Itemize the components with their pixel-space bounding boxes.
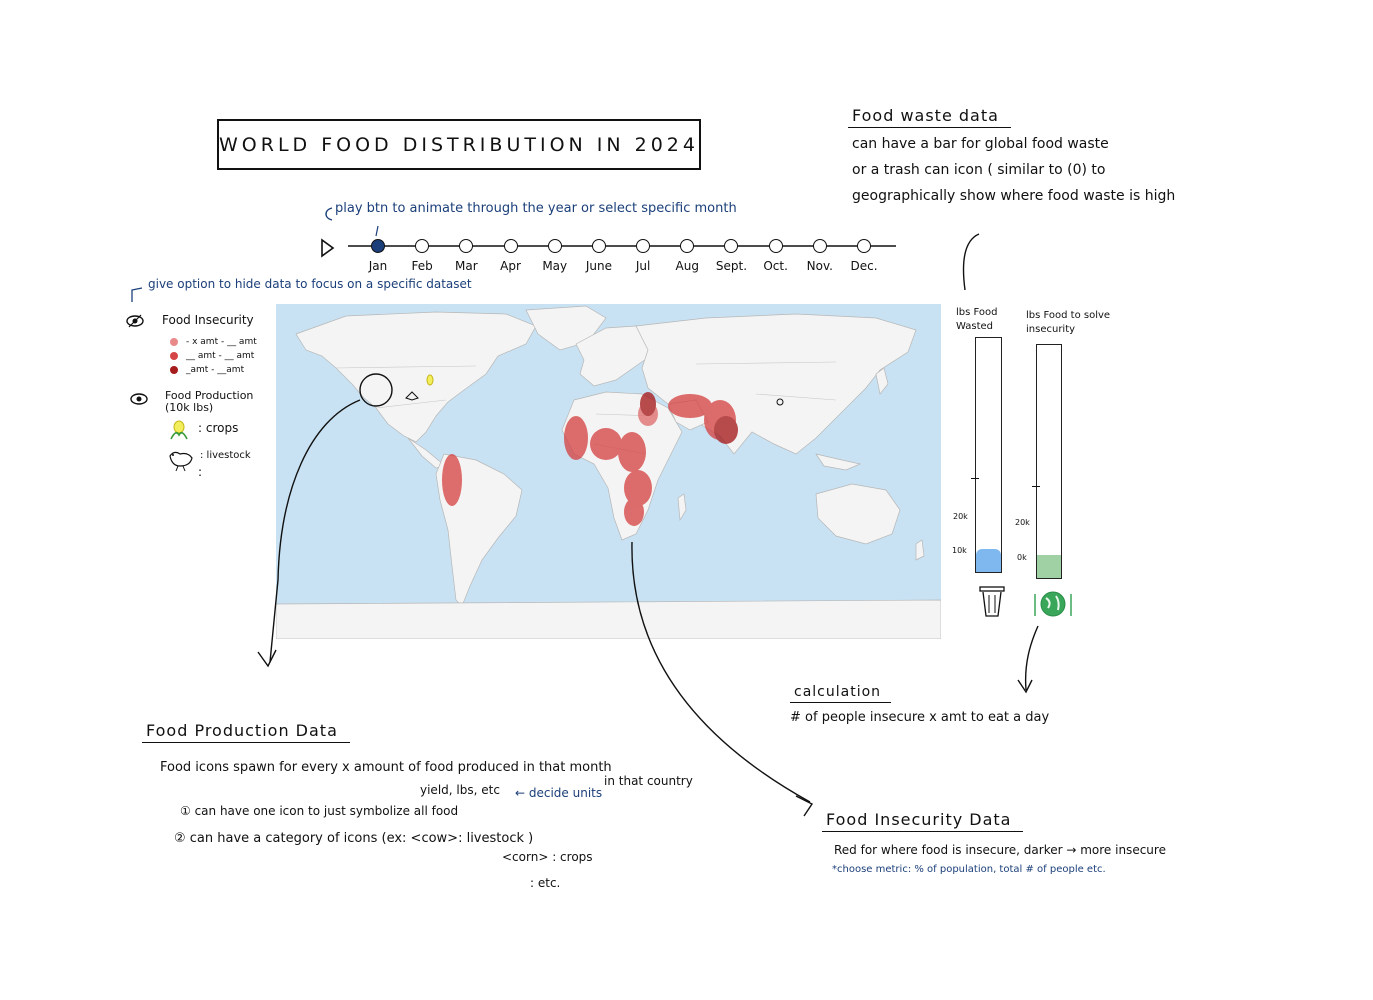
- waste-arrow: [962, 233, 980, 291]
- bar1-label: lbs Food Wasted: [956, 307, 998, 332]
- bar2-label: lbs Food to solve insecurity: [1026, 310, 1111, 335]
- timeline-month-marker[interactable]: [724, 239, 739, 253]
- legend-production-title: Food Production (10k lbs): [165, 389, 254, 414]
- insecurity-heading: Food Insecurity Data: [822, 810, 1024, 832]
- bar1-tick-label: 20k: [953, 512, 968, 521]
- calculation-heading: calculation: [790, 684, 892, 703]
- legend-range-label: _amt - __amt: [186, 365, 245, 375]
- legend-swatch: [170, 338, 178, 346]
- timeline-month-marker[interactable]: [768, 239, 783, 253]
- trash-can-icon: [978, 584, 1006, 622]
- timeline-month-label[interactable]: June: [585, 259, 612, 273]
- production-line-1: Food icons spawn for every x amount of f…: [160, 760, 612, 775]
- production-option-2b: <corn> : crops: [502, 850, 593, 864]
- production-etc: : etc.: [530, 876, 561, 890]
- legend-more: :: [198, 465, 203, 479]
- eye-icon[interactable]: [126, 313, 144, 332]
- timeline-track[interactable]: [320, 234, 910, 258]
- bar2-tick: [1032, 486, 1040, 487]
- page-title: WORLD FOOD DISTRIBUTION IN 2024: [217, 119, 701, 170]
- legend-livestock-label: : livestock: [200, 450, 251, 461]
- timeline-note-arrow: [325, 207, 379, 237]
- legend-insecurity-scale: - x amt - __ amt __ amt - __ amt _amt - …: [170, 335, 257, 377]
- timeline-month-marker[interactable]: [636, 239, 651, 253]
- production-units: yield, lbs, etc: [420, 783, 500, 797]
- legend-insecurity-title: Food Insecurity: [162, 313, 254, 327]
- production-arrow: [257, 399, 361, 668]
- timeline-month-label[interactable]: Jan: [368, 259, 388, 273]
- bar2-tick-label: 20k: [1015, 518, 1030, 527]
- chicken-icon: [166, 446, 196, 476]
- timeline-month-label[interactable]: Nov.: [806, 259, 833, 273]
- food-wasted-bar-fill: [976, 548, 1001, 572]
- timeline-note: play btn to animate through the year or …: [335, 201, 737, 216]
- timeline-month-marker[interactable]: [591, 239, 606, 253]
- insecurity-line-1: Red for where food is insecure, darker →…: [834, 843, 1166, 857]
- insecurity-arrow: [631, 541, 814, 817]
- calculation-formula: # of people insecure x amt to eat a day: [790, 710, 1050, 725]
- production-option-1: ① can have one icon to just symbolize al…: [180, 804, 459, 818]
- play-icon[interactable]: [321, 238, 335, 258]
- production-line-1b: in that country: [604, 774, 693, 788]
- legend-range-label: - x amt - __ amt: [186, 337, 257, 347]
- globe-plate-icon: [1032, 588, 1074, 624]
- corn-icon: [168, 419, 190, 445]
- timeline-month-label[interactable]: Apr: [500, 259, 521, 273]
- bar2-tick-label: 0k: [1017, 553, 1027, 562]
- timeline-month-label[interactable]: Aug: [675, 259, 699, 273]
- insecurity-line-2: *choose metric: % of population, total #…: [832, 864, 1106, 875]
- timeline-month-marker[interactable]: [680, 239, 695, 253]
- bar1-tick: [971, 478, 979, 479]
- legend-hide-note: give option to hide data to focus on a s…: [148, 277, 472, 291]
- waste-line-3: geographically show where food waste is …: [852, 188, 1176, 204]
- legend-crops-label: : crops: [198, 421, 239, 435]
- legend-range-label: __ amt - __ amt: [186, 351, 255, 361]
- timeline-month-label[interactable]: Sept.: [715, 259, 748, 273]
- production-heading: Food Production Data: [142, 721, 350, 743]
- eye-icon[interactable]: [130, 391, 148, 410]
- waste-line-1: can have a bar for global food waste: [852, 136, 1109, 152]
- timeline-month-marker[interactable]: [415, 239, 430, 253]
- timeline-month-label[interactable]: Mar: [455, 259, 478, 273]
- food-to-solve-bar-fill: [1037, 554, 1061, 578]
- food-wasted-bar: [975, 337, 1002, 573]
- timeline-month-label[interactable]: Oct.: [763, 259, 788, 273]
- bar1-tick-label: 10k: [952, 546, 967, 555]
- timeline-month-label[interactable]: May: [542, 259, 568, 273]
- legend-swatch: [170, 352, 178, 360]
- timeline-month-marker[interactable]: [459, 239, 474, 253]
- timeline-month-marker[interactable]: [547, 239, 562, 253]
- timeline-month-marker[interactable]: [371, 239, 385, 253]
- calc-arrow: [1017, 625, 1039, 694]
- timeline-month-label[interactable]: Dec.: [850, 259, 878, 273]
- food-to-solve-bar: [1036, 344, 1062, 579]
- production-decide-units: ← decide units: [515, 786, 603, 800]
- timeline-month-label[interactable]: Jul: [635, 259, 651, 273]
- production-option-2: ② can have a category of icons (ex: <cow…: [174, 831, 534, 846]
- timeline-month-marker[interactable]: [503, 239, 518, 253]
- timeline-month-marker[interactable]: [857, 239, 871, 253]
- waste-heading: Food waste data: [848, 106, 1011, 128]
- timeline-month-label[interactable]: Feb: [411, 259, 433, 273]
- hide-note-arrow: [131, 287, 143, 302]
- waste-line-2: or a trash can icon ( similar to (0) to: [852, 162, 1106, 178]
- timeline-month-marker[interactable]: [812, 239, 827, 253]
- legend-swatch: [170, 366, 178, 374]
- world-map[interactable]: [276, 304, 941, 639]
- world-map-svg: [276, 305, 941, 639]
